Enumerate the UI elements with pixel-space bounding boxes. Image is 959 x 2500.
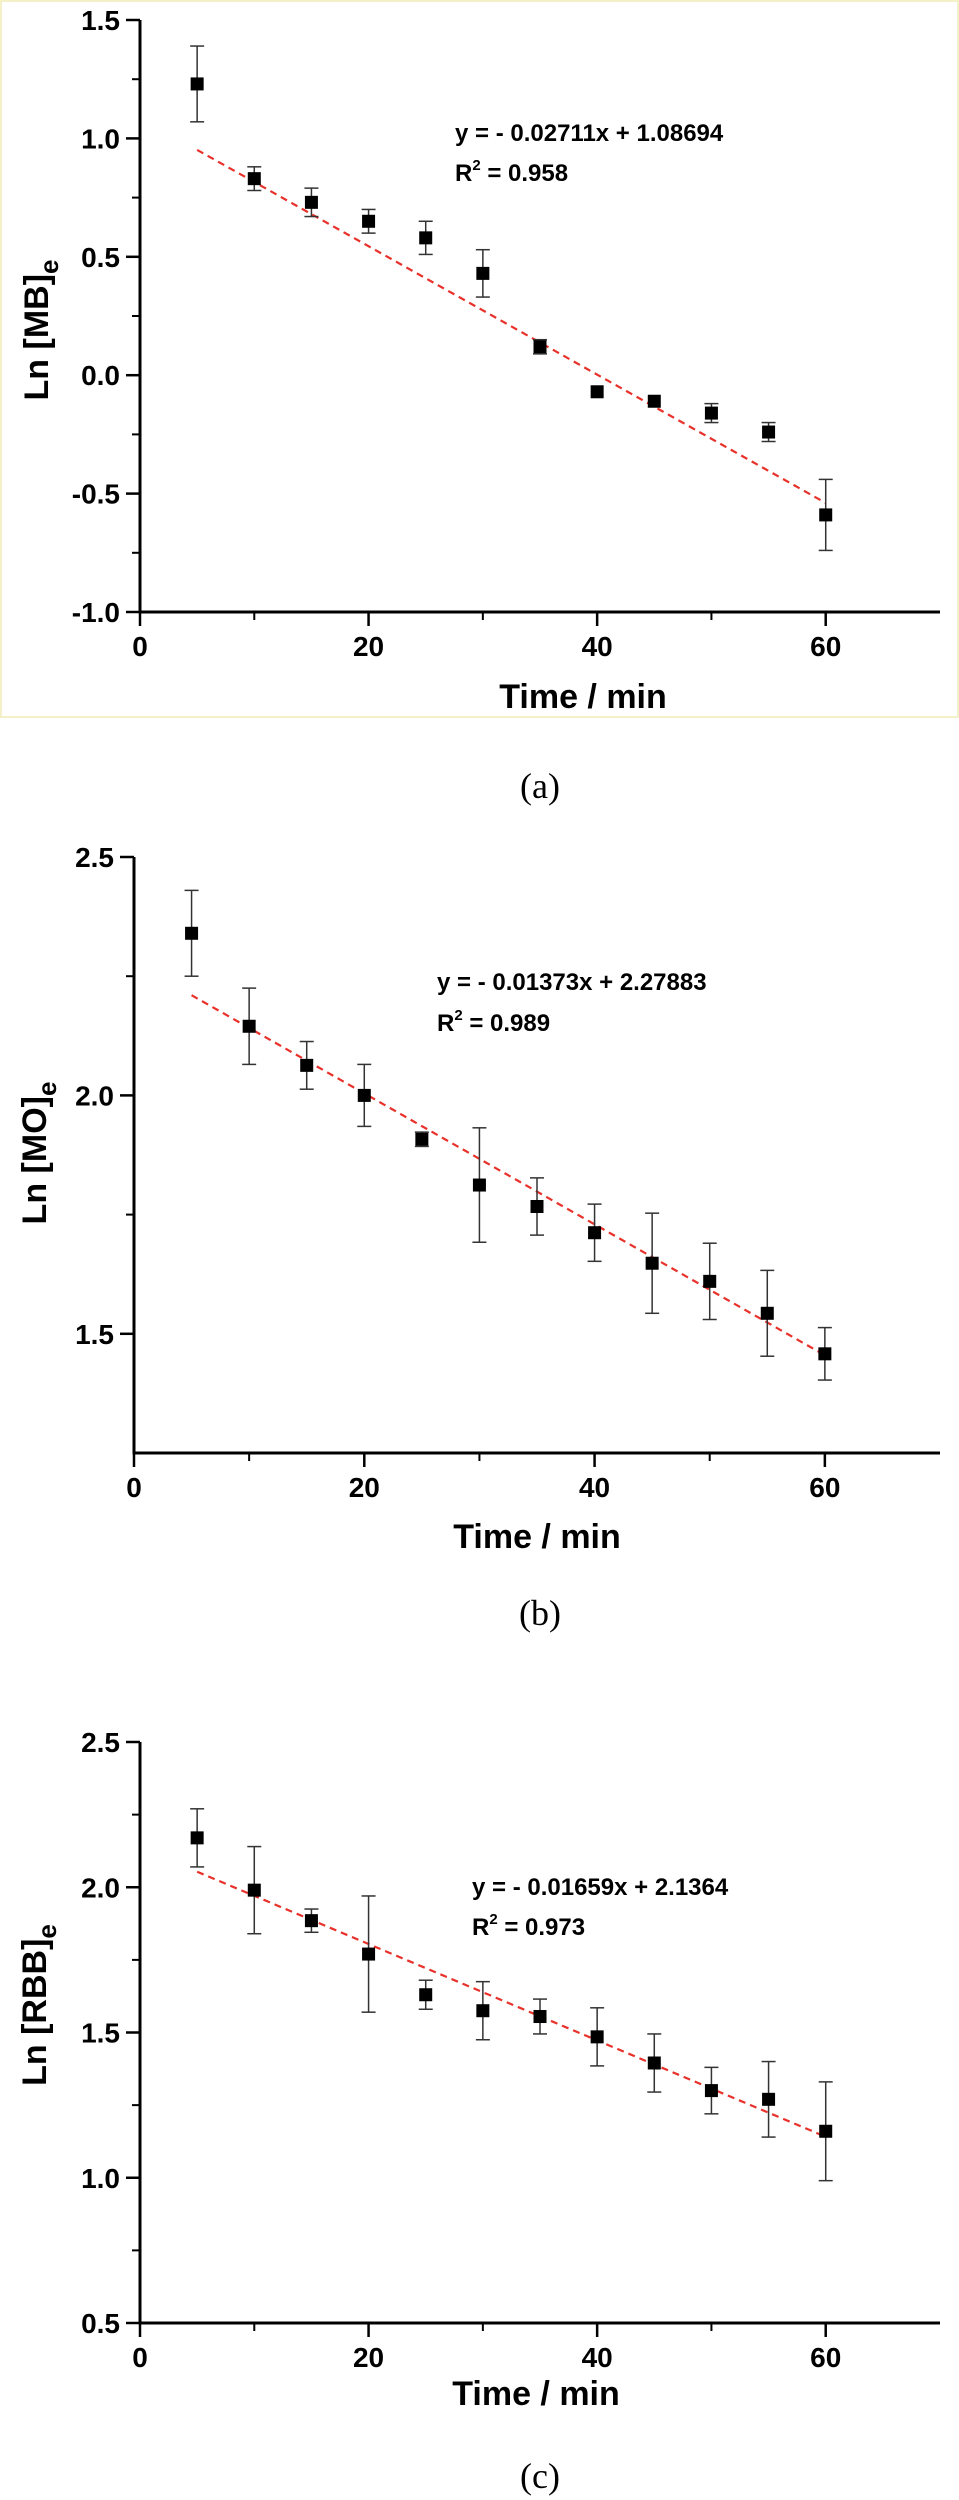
panel-c-data-point [247,1883,261,1897]
chart-panel-c: 0 20 40 60 0.5 1.0 1.5 2.0 2.5 y = - 0.01659x + … [16,1727,940,2496]
panel-a-caption: (a) [520,766,560,806]
chart-panel-b: 0 20 40 60 1.5 2.0 2.5 y = - 0.01373x + 2.2788… [16,842,940,1633]
panel-c-y-tick-label: 1.0 [81,2163,120,2194]
panel-a-y-tick-label: -0.5 [72,479,120,510]
panel-c-data-point [704,2084,718,2098]
panel-c-x-tick-label: 60 [810,2342,841,2373]
panel-c-data-point [190,1831,204,1845]
panel-a-data-point [762,425,776,439]
panel-b-x-tick-label: 40 [579,1472,610,1503]
panel-b-data-point [242,1019,256,1033]
panel-a-y-tick-label: 1.5 [81,5,120,36]
panel-c-data-point [647,2056,661,2070]
panel-b-x-tick-label: 20 [349,1472,380,1503]
panel-c-fit-line [196,1870,827,2138]
panel-b-data-point [818,1347,832,1361]
panel-b-x-tick-label: 60 [809,1472,840,1503]
panel-b-y-tick-label: 2.5 [75,842,114,873]
panel-a-marks: 0 20 40 60 -1.0 -0.5 0.0 0.5 1.0 1.5 [72,5,940,662]
panel-b-caption: (b) [519,1593,561,1633]
panel-b-x-axis-title: Time / min [453,1518,621,1556]
panel-a-data-point [704,406,718,420]
panel-a-y-tick-label: -1.0 [72,597,120,628]
panel-b-data-point [357,1088,371,1102]
panel-a-data-point [476,266,490,280]
panel-c-x-tick-label: 40 [582,2342,613,2373]
panel-a-data-point [304,195,318,209]
panel-b-r2: R2 = 0.989 [437,1007,550,1037]
panel-a-frame [0,0,959,718]
panel-b-y-tick-label: 1.5 [75,1319,114,1350]
panel-a-equation: y = - 0.02711x + 1.08694 [455,120,724,147]
panel-c-data-point [533,2010,547,2024]
panel-a-data-point [362,214,376,228]
panel-c-y-tick-label: 2.5 [81,1727,120,1758]
panel-a-data-point [647,394,661,408]
panel-c-data-point [304,1914,318,1928]
panel-c-data-point [362,1947,376,1961]
panel-c-x-axis-title: Time / min [452,2375,620,2413]
panel-a-data-point [419,231,433,245]
panel-b-data-point [415,1132,429,1146]
panel-c-y-tick-label: 2.0 [81,1872,120,1903]
panel-a-x-tick-label: 60 [810,631,841,662]
panel-a-data-point [533,340,547,354]
panel-b-y-tick-label: 2.0 [75,1080,114,1111]
panel-c-data-point [762,2092,776,2106]
panel-c-y-axis-title: Ln [RBB]e [16,1924,62,2086]
panel-c-caption: (c) [520,2456,560,2496]
panel-a-y-tick-label: 0.0 [81,360,120,391]
panel-b-marks: 0 20 40 60 1.5 2.0 2.5 [75,842,940,1503]
panel-a-data-point [247,172,261,186]
panel-a-fit-line [196,148,827,504]
panel-a-x-tick-label: 40 [582,631,613,662]
panel-c-data-point [419,1988,433,2002]
panel-a-x-tick-label: 20 [353,631,384,662]
panel-c-data-point [819,2124,833,2138]
panel-a-data-point [190,77,204,91]
panel-c-equation: y = - 0.01659x + 2.1364 [472,1874,729,1901]
panel-b-y-axis-title: Ln [MO]e [16,1082,62,1225]
panel-b-data-point [530,1199,544,1213]
panel-a-y-tick-label: 1.0 [81,123,120,154]
panel-b-data-point [645,1256,659,1270]
chart-panel-a: 0 20 40 60 -1.0 -0.5 0.0 0.5 1.0 1.5 y = - 0.0271… [18,5,940,806]
panel-c-data-point [590,2030,604,2044]
panel-c-y-tick-label: 0.5 [81,2308,120,2339]
panel-c-x-tick-label: 0 [132,2342,148,2373]
panel-b-data-point [588,1226,602,1240]
panel-a-x-tick-label: 0 [132,631,148,662]
panel-c-y-tick-label: 1.5 [81,2018,120,2049]
panel-a-y-tick-label: 0.5 [81,242,120,273]
panel-b-data-point [300,1058,314,1072]
panel-a-data-point [819,508,833,522]
panel-a-y-axis-title: Ln [MB]e [18,260,64,401]
panel-c-r2: R2 = 0.973 [472,1911,585,1941]
panel-b-x-tick-label: 0 [126,1472,142,1503]
panel-b-data-point [472,1178,486,1192]
panel-a-r2: R2 = 0.958 [455,157,568,187]
panel-b-data-point [760,1306,774,1320]
panel-b-equation: y = - 0.01373x + 2.27883 [437,969,707,996]
panel-b-data-point [703,1274,717,1288]
panel-c-data-point [476,2004,490,2018]
panel-a-data-point [590,385,604,399]
panel-a-x-axis-title: Time / min [499,678,667,716]
panel-c-x-tick-label: 20 [353,2342,384,2373]
panel-b-data-point [185,926,199,940]
panel-c-marks: 0 20 40 60 0.5 1.0 1.5 2.0 2.5 [81,1727,940,2373]
panel-b-fit-line [191,994,826,1357]
